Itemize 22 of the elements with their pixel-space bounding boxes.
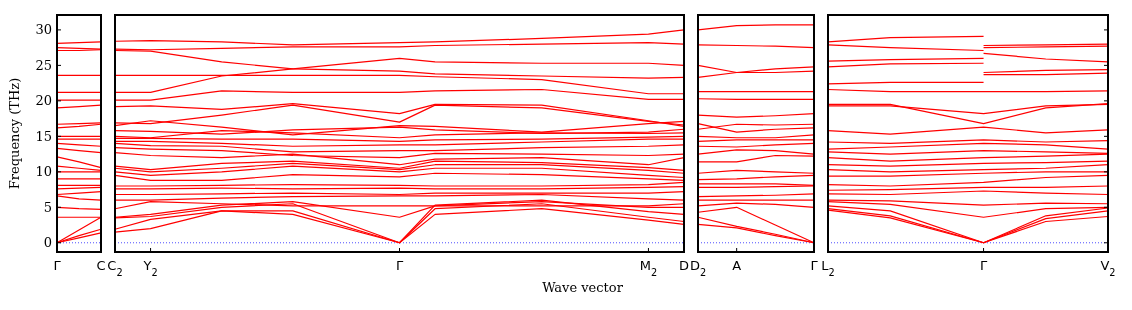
y-tick-label: 30 bbox=[35, 22, 52, 38]
y-tick-label: 25 bbox=[35, 57, 52, 73]
y-tick-label: 20 bbox=[35, 93, 52, 109]
x-axis-title: Wave vector bbox=[542, 280, 624, 295]
x-tick-label: A bbox=[732, 258, 742, 273]
y-tick-label: 15 bbox=[35, 128, 52, 144]
x-tick-label: M$_{2}$ bbox=[639, 258, 658, 278]
x-tick-label: Γ bbox=[395, 258, 404, 273]
x-tick-label: Γ bbox=[810, 258, 819, 273]
x-tick-label: D$_{2}$ bbox=[689, 258, 707, 278]
x-tick-label: Γ bbox=[53, 258, 62, 273]
x-tick-label: D bbox=[678, 258, 690, 273]
x-tick-label: C$_{2}$ bbox=[107, 258, 123, 278]
y-tick-label: 10 bbox=[35, 164, 52, 180]
x-tick-label: C bbox=[96, 258, 106, 273]
y-tick-label: 5 bbox=[43, 199, 52, 215]
y-tick-label: 0 bbox=[43, 235, 52, 251]
x-tick-label: V$_{2}$ bbox=[1100, 258, 1116, 278]
x-tick-label: Γ bbox=[979, 258, 988, 273]
x-tick-label: L$_{2}$ bbox=[821, 258, 835, 278]
y-axis-title: Frequency (THz) bbox=[7, 77, 22, 190]
x-tick-label: Y$_{2}$ bbox=[142, 258, 158, 278]
